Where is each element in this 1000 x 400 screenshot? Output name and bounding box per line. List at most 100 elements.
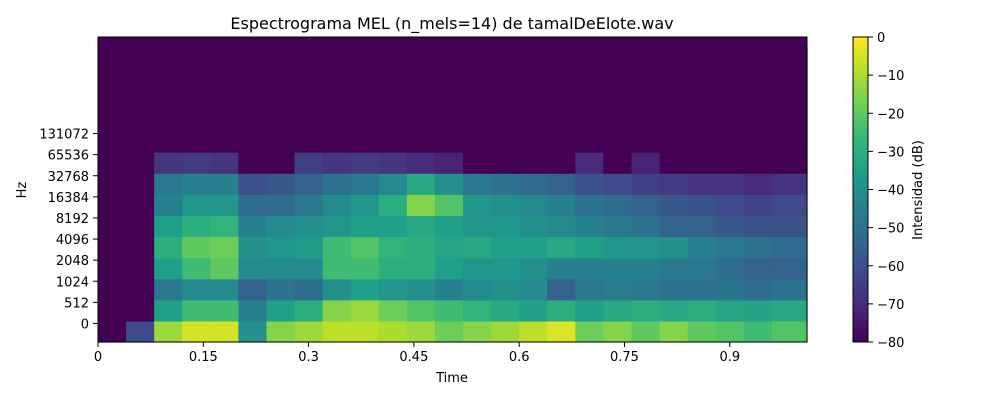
heatmap-cell bbox=[322, 173, 352, 195]
heatmap-cell bbox=[519, 67, 548, 90]
heatmap-cell bbox=[715, 278, 745, 301]
heatmap-cell bbox=[238, 131, 268, 153]
colorbar-tick-label: −60 bbox=[877, 260, 904, 275]
heatmap-cell bbox=[687, 236, 717, 259]
heatmap-cell bbox=[715, 152, 745, 174]
heatmap-cell bbox=[266, 88, 296, 111]
heatmap-cell bbox=[182, 299, 211, 322]
colorbar-tick-label: −30 bbox=[877, 145, 904, 160]
heatmap-cell bbox=[98, 299, 127, 322]
heatmap-cell bbox=[519, 131, 548, 153]
colorbar-tick-label: −70 bbox=[877, 298, 904, 313]
heatmap-cell bbox=[771, 299, 808, 322]
heatmap-cell bbox=[491, 109, 520, 132]
heatmap-cell bbox=[659, 194, 689, 216]
y-tick-label: 2048 bbox=[56, 254, 89, 269]
heatmap-cell bbox=[210, 236, 239, 259]
heatmap-cell bbox=[154, 131, 183, 153]
heatmap-cell bbox=[126, 320, 155, 343]
x-axis-ticks: 0 0.15 0.3 0.45 0.6 0.75 0.9 bbox=[94, 342, 740, 365]
heatmap-cell bbox=[659, 236, 689, 259]
heatmap-cell bbox=[743, 320, 773, 343]
heatmap-cell bbox=[182, 194, 211, 216]
heatmap-cell bbox=[631, 109, 661, 132]
heatmap-cell bbox=[266, 67, 296, 90]
heatmap-cell bbox=[491, 173, 520, 195]
heatmap-cell bbox=[126, 194, 155, 216]
heatmap-cell bbox=[575, 67, 605, 90]
heatmap-cell bbox=[631, 67, 661, 90]
heatmap-cell bbox=[322, 131, 352, 153]
heatmap-cell bbox=[575, 215, 605, 238]
heatmap-cell bbox=[575, 46, 605, 69]
heatmap-cell bbox=[294, 88, 324, 111]
heatmap-cell bbox=[603, 257, 633, 280]
heatmap-cell bbox=[266, 257, 296, 280]
heatmap-cell bbox=[687, 299, 717, 322]
heatmap-cell bbox=[743, 173, 773, 195]
heatmap-cell bbox=[378, 299, 408, 322]
heatmap-cell bbox=[98, 320, 127, 343]
heatmap-cell bbox=[294, 257, 324, 280]
heatmap-cell bbox=[322, 215, 352, 238]
heatmap-cell bbox=[406, 67, 436, 90]
heatmap-cell bbox=[715, 257, 745, 280]
x-tick-label: 0.6 bbox=[509, 350, 530, 365]
heatmap-cell bbox=[98, 173, 127, 195]
x-tick-label: 0.75 bbox=[610, 350, 639, 365]
colorbar bbox=[852, 36, 869, 343]
heatmap-cell bbox=[519, 88, 548, 111]
heatmap-cell bbox=[350, 278, 380, 301]
heatmap-cell bbox=[743, 67, 773, 90]
heatmap-cell bbox=[687, 257, 717, 280]
heatmap-cell bbox=[631, 278, 661, 301]
heatmap-cell bbox=[491, 320, 520, 343]
heatmap-cell bbox=[519, 215, 548, 238]
heatmap-cell bbox=[434, 236, 464, 259]
heatmap-cell bbox=[631, 46, 661, 69]
heatmap-cell bbox=[603, 152, 633, 174]
heatmap-cell bbox=[603, 320, 633, 343]
heatmap-cell bbox=[98, 152, 127, 174]
heatmap-cell bbox=[771, 152, 808, 174]
heatmap-cell bbox=[603, 278, 633, 301]
heatmap-cell bbox=[463, 131, 492, 153]
heatmap-cell bbox=[743, 194, 773, 216]
heatmap-cell bbox=[238, 320, 268, 343]
heatmap-cell bbox=[378, 173, 408, 195]
heatmap-cell bbox=[378, 131, 408, 153]
heatmap-cell bbox=[434, 109, 464, 132]
chart-title: Espectrograma MEL (n_mels=14) de tamalDe… bbox=[230, 14, 673, 34]
heatmap-cell bbox=[210, 215, 239, 238]
heatmap-cell bbox=[378, 320, 408, 343]
heatmap-cell bbox=[547, 131, 576, 153]
heatmap-cell bbox=[378, 194, 408, 216]
heatmap-cell bbox=[743, 278, 773, 301]
heatmap-cell bbox=[491, 194, 520, 216]
heatmap-cell bbox=[547, 320, 576, 343]
heatmap-cell bbox=[603, 173, 633, 195]
heatmap-cell bbox=[210, 278, 239, 301]
heatmap-cell bbox=[575, 299, 605, 322]
heatmap-cell bbox=[547, 67, 576, 90]
heatmap-cell bbox=[98, 109, 127, 132]
heatmap-cell bbox=[238, 173, 268, 195]
heatmap-cell bbox=[406, 257, 436, 280]
heatmap-cell bbox=[687, 173, 717, 195]
heatmap-cell bbox=[154, 320, 183, 343]
heatmap-cell bbox=[126, 236, 155, 259]
x-tick-label: 0.3 bbox=[298, 350, 319, 365]
heatmap-cell bbox=[322, 46, 352, 69]
heatmap-cell bbox=[434, 173, 464, 195]
heatmap-cell bbox=[294, 278, 324, 301]
y-tick-label: 512 bbox=[64, 296, 89, 311]
heatmap-cell bbox=[743, 215, 773, 238]
heatmap-cell bbox=[266, 278, 296, 301]
heatmap-cell bbox=[182, 257, 211, 280]
heatmap-cell bbox=[182, 173, 211, 195]
heatmap-cell bbox=[434, 215, 464, 238]
heatmap-cell bbox=[126, 131, 155, 153]
heatmap-cell bbox=[266, 131, 296, 153]
heatmap-cell bbox=[687, 46, 717, 69]
heatmap-cell bbox=[463, 236, 492, 259]
